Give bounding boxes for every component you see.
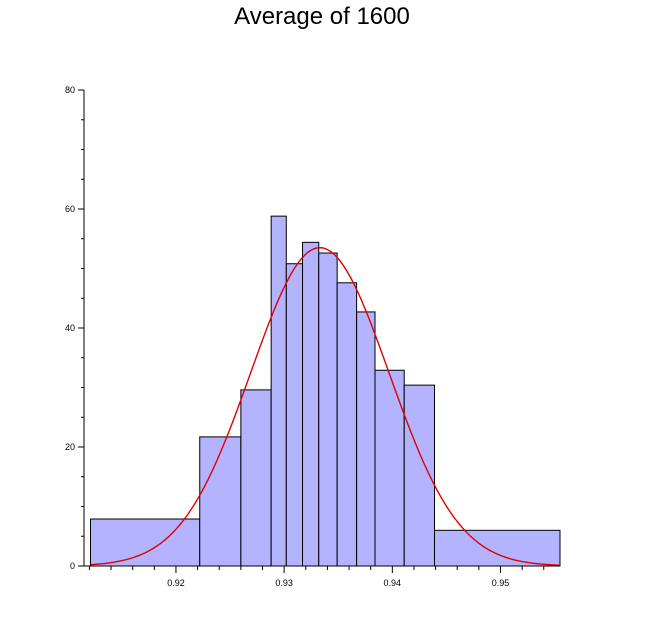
bars-layer [89, 215, 561, 567]
y-tick-label: 80 [65, 85, 75, 95]
histogram-bar-5 [285, 263, 304, 567]
normal-fit-curve [90, 246, 561, 566]
histogram-bar-1 [89, 518, 201, 567]
histogram-bar-7 [318, 252, 338, 567]
histogram-bar-12 [434, 529, 561, 567]
histogram-bar-3 [240, 389, 272, 567]
histogram-bar-6 [302, 241, 320, 567]
y-tick-label: 40 [65, 323, 75, 333]
y-tick-label: 20 [65, 442, 75, 452]
histogram-bar-4 [270, 215, 287, 567]
x-tick-label: 0.93 [275, 578, 293, 588]
histogram-bar-9 [356, 311, 376, 567]
x-tick-label: 0.92 [167, 578, 185, 588]
histogram-bar-10 [374, 369, 405, 567]
fit-curve-layer [90, 246, 561, 566]
y-tick-label: 60 [65, 204, 75, 214]
x-tick-label: 0.94 [384, 578, 402, 588]
axes-layer: 0 20 40 60 80 0.92 0.93 0.94 0.95 [65, 85, 560, 588]
x-tick-label: 0.95 [492, 578, 510, 588]
histogram-bar-2 [199, 436, 242, 567]
histogram-bar-8 [336, 282, 358, 567]
chart-title: Average of 1600 [234, 3, 410, 30]
y-tick-label: 0 [70, 561, 75, 571]
